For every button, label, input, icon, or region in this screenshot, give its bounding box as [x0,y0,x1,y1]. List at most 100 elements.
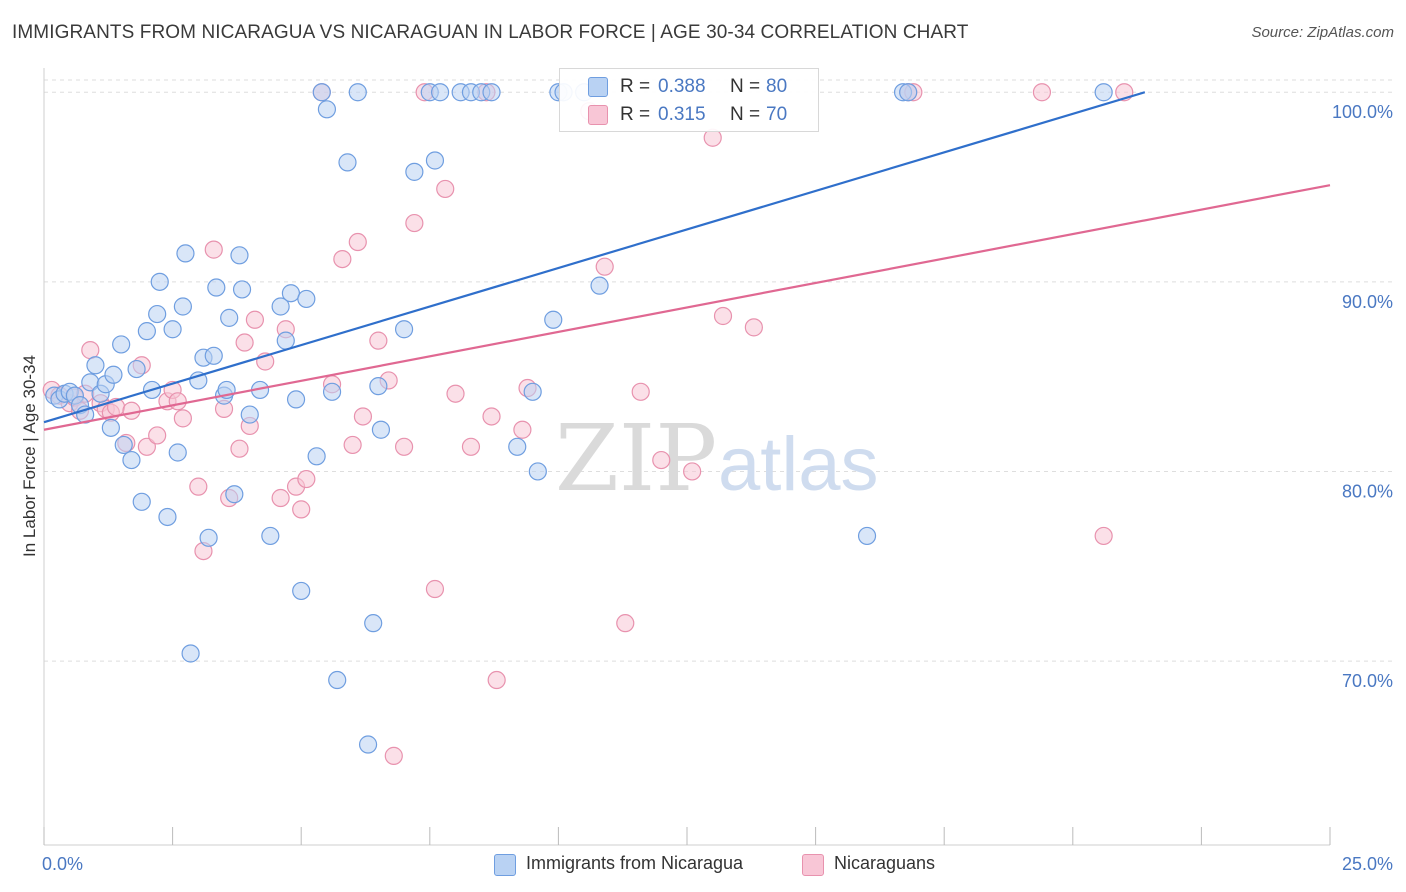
data-point [122,450,141,470]
data-point [394,437,414,456]
legend: R = 0.388 N = 80 R = 0.315 N = 70 [559,68,819,132]
axes [43,68,1331,846]
data-point [189,477,208,496]
data-point [652,450,671,470]
data-point [207,278,226,297]
trend-line-pink [43,184,1331,431]
data-point [446,384,465,403]
trend-line-blue [43,91,1146,424]
bottom-legend: Immigrants from Nicaragua Nicaraguans [0,852,1406,878]
legend-swatch-pink [588,105,608,125]
watermark-atlas: atlas [718,422,879,507]
data-point [683,462,702,481]
data-point [173,297,192,316]
data-point [616,614,635,633]
data-point [168,443,187,462]
data-point [158,507,177,527]
data-point [322,382,342,401]
data-point [482,407,501,426]
data-point [595,257,614,276]
data-point [122,401,141,420]
data-point [1032,83,1052,102]
data-point [348,83,367,102]
bottom-legend-swatch-pink [802,854,824,876]
data-point [482,83,501,102]
data-point [176,244,195,263]
grid-lines [44,79,1392,662]
data-point [112,335,131,354]
legend-swatch-blue [588,77,608,97]
data-point [631,382,650,401]
data-point [168,392,187,411]
data-point [230,246,249,265]
x-tick-label: 0.0% [42,854,83,874]
data-point [307,447,326,466]
data-point [101,418,120,437]
data-point [240,405,259,424]
data-point [292,581,311,601]
data-point [328,670,347,690]
bottom-legend-label-blue: Immigrants from Nicaragua [526,853,744,873]
data-point [523,382,542,401]
data-point [436,179,455,199]
data-point [430,83,450,102]
legend-row-pink: R = 0.315 N = 70 [560,102,818,128]
bottom-legend-swatch-blue [494,854,516,876]
data-point [358,735,378,754]
data-point [369,331,388,350]
legend-n-value: 70 [766,104,788,125]
data-point [369,377,388,396]
data-point [333,249,352,269]
data-point [343,435,362,455]
data-point [232,280,252,299]
data-point [163,320,182,339]
data-point [150,272,169,291]
trend-lines [43,91,1331,431]
legend-r-label: R = [620,104,651,125]
data-point [487,670,506,690]
chart-title: IMMIGRANTS FROM NICARAGUA VS NICARAGUAN … [12,22,969,43]
data-point [513,420,532,439]
data-point [371,420,391,439]
data-point [353,407,373,426]
y-tick-label: 90.0% [1342,292,1393,312]
y-axis-label: In Labor Force | Age 30-34 [20,355,39,557]
data-point [338,153,357,172]
data-point [137,322,156,341]
y-tick-label: 100.0% [1332,102,1393,122]
data-point [312,83,331,102]
data-point [271,488,290,508]
legend-n-label: N = [730,104,761,125]
data-point [148,426,167,445]
data-point [292,500,311,519]
data-point [394,320,414,339]
watermark: ZIP atlas [555,405,879,512]
data-point [1094,526,1113,546]
data-point [235,333,254,352]
source-label: Source: ZipAtlas.com [1251,24,1394,41]
bottom-legend-label-pink: Nicaraguans [834,853,936,873]
data-point [348,232,367,252]
data-point [425,579,445,599]
data-point [276,331,295,350]
data-point [81,341,100,360]
tick-labels: 70.0% 80.0% 90.0% 100.0% 0.0% 25.0% [42,102,1393,874]
data-point [384,746,403,765]
data-point [364,614,383,633]
data-point [297,469,316,489]
data-point [137,437,156,456]
data-point [297,289,316,309]
data-point [230,439,249,458]
data-point [528,462,547,481]
data-point [261,526,280,546]
data-point [461,437,481,456]
x-tick-label: 25.0% [1342,854,1393,874]
data-point [857,526,877,546]
data-point [132,492,151,511]
data-point [281,284,301,303]
data-point [899,83,918,102]
data-point [405,162,424,181]
data-point [245,310,265,329]
legend-r-value: 0.315 [658,104,706,125]
